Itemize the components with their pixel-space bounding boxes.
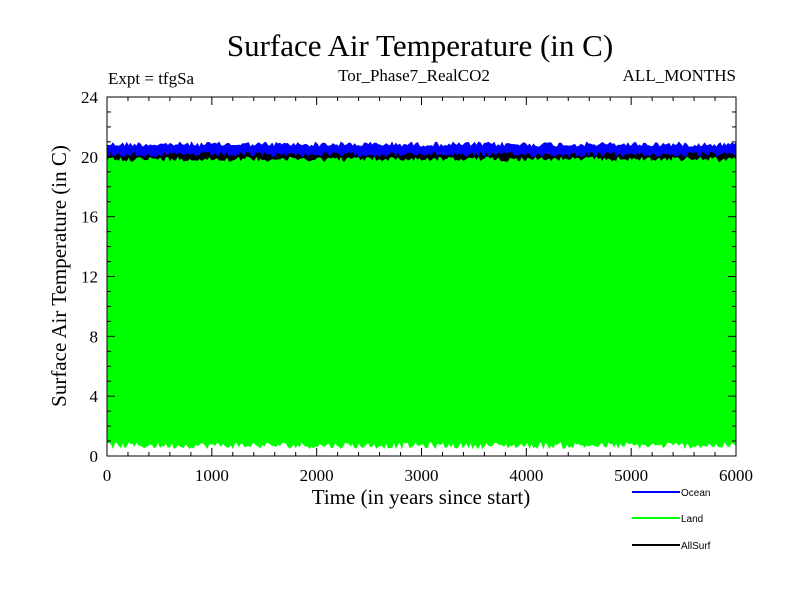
x-tick-label: 3000 — [405, 466, 439, 485]
x-tick-label: 4000 — [509, 466, 543, 485]
legend-label-ocean: Ocean — [681, 488, 710, 499]
legend: Ocean Land AllSurf — [632, 488, 711, 552]
axis-tick-labels-group: 0 1000 2000 3000 4000 5000 6000 0 4 8 12 16 20 24 — [81, 88, 753, 485]
x-tick-label: 2000 — [300, 466, 334, 485]
legend-label-allsurf: AllSurf — [681, 541, 711, 552]
chart-subtitle-left: Expt = tfgSa — [108, 69, 195, 88]
y-tick-label: 8 — [90, 327, 99, 346]
legend-label-land: Land — [681, 514, 703, 525]
x-tick-label: 0 — [103, 466, 112, 485]
y-tick-label: 24 — [81, 88, 99, 107]
chart-title: Surface Air Temperature (in C) — [227, 28, 613, 63]
y-tick-label: 12 — [81, 268, 98, 287]
x-tick-label: 1000 — [195, 466, 229, 485]
y-tick-label: 16 — [81, 208, 98, 227]
chart-subtitle-right: ALL_MONTHS — [623, 66, 736, 85]
x-axis-label: Time (in years since start) — [312, 485, 531, 509]
y-tick-label: 4 — [90, 387, 99, 406]
plot-series-group — [106, 141, 737, 450]
x-tick-label: 6000 — [719, 466, 753, 485]
x-tick-label: 5000 — [614, 466, 648, 485]
plot-frame — [106, 96, 737, 457]
y-axis-label: Surface Air Temperature (in C) — [47, 145, 71, 407]
y-tick-label: 0 — [90, 447, 99, 466]
series-land — [106, 156, 737, 450]
chart-subtitle-center: Tor_Phase7_RealCO2 — [338, 66, 490, 85]
y-tick-label: 20 — [81, 148, 98, 167]
